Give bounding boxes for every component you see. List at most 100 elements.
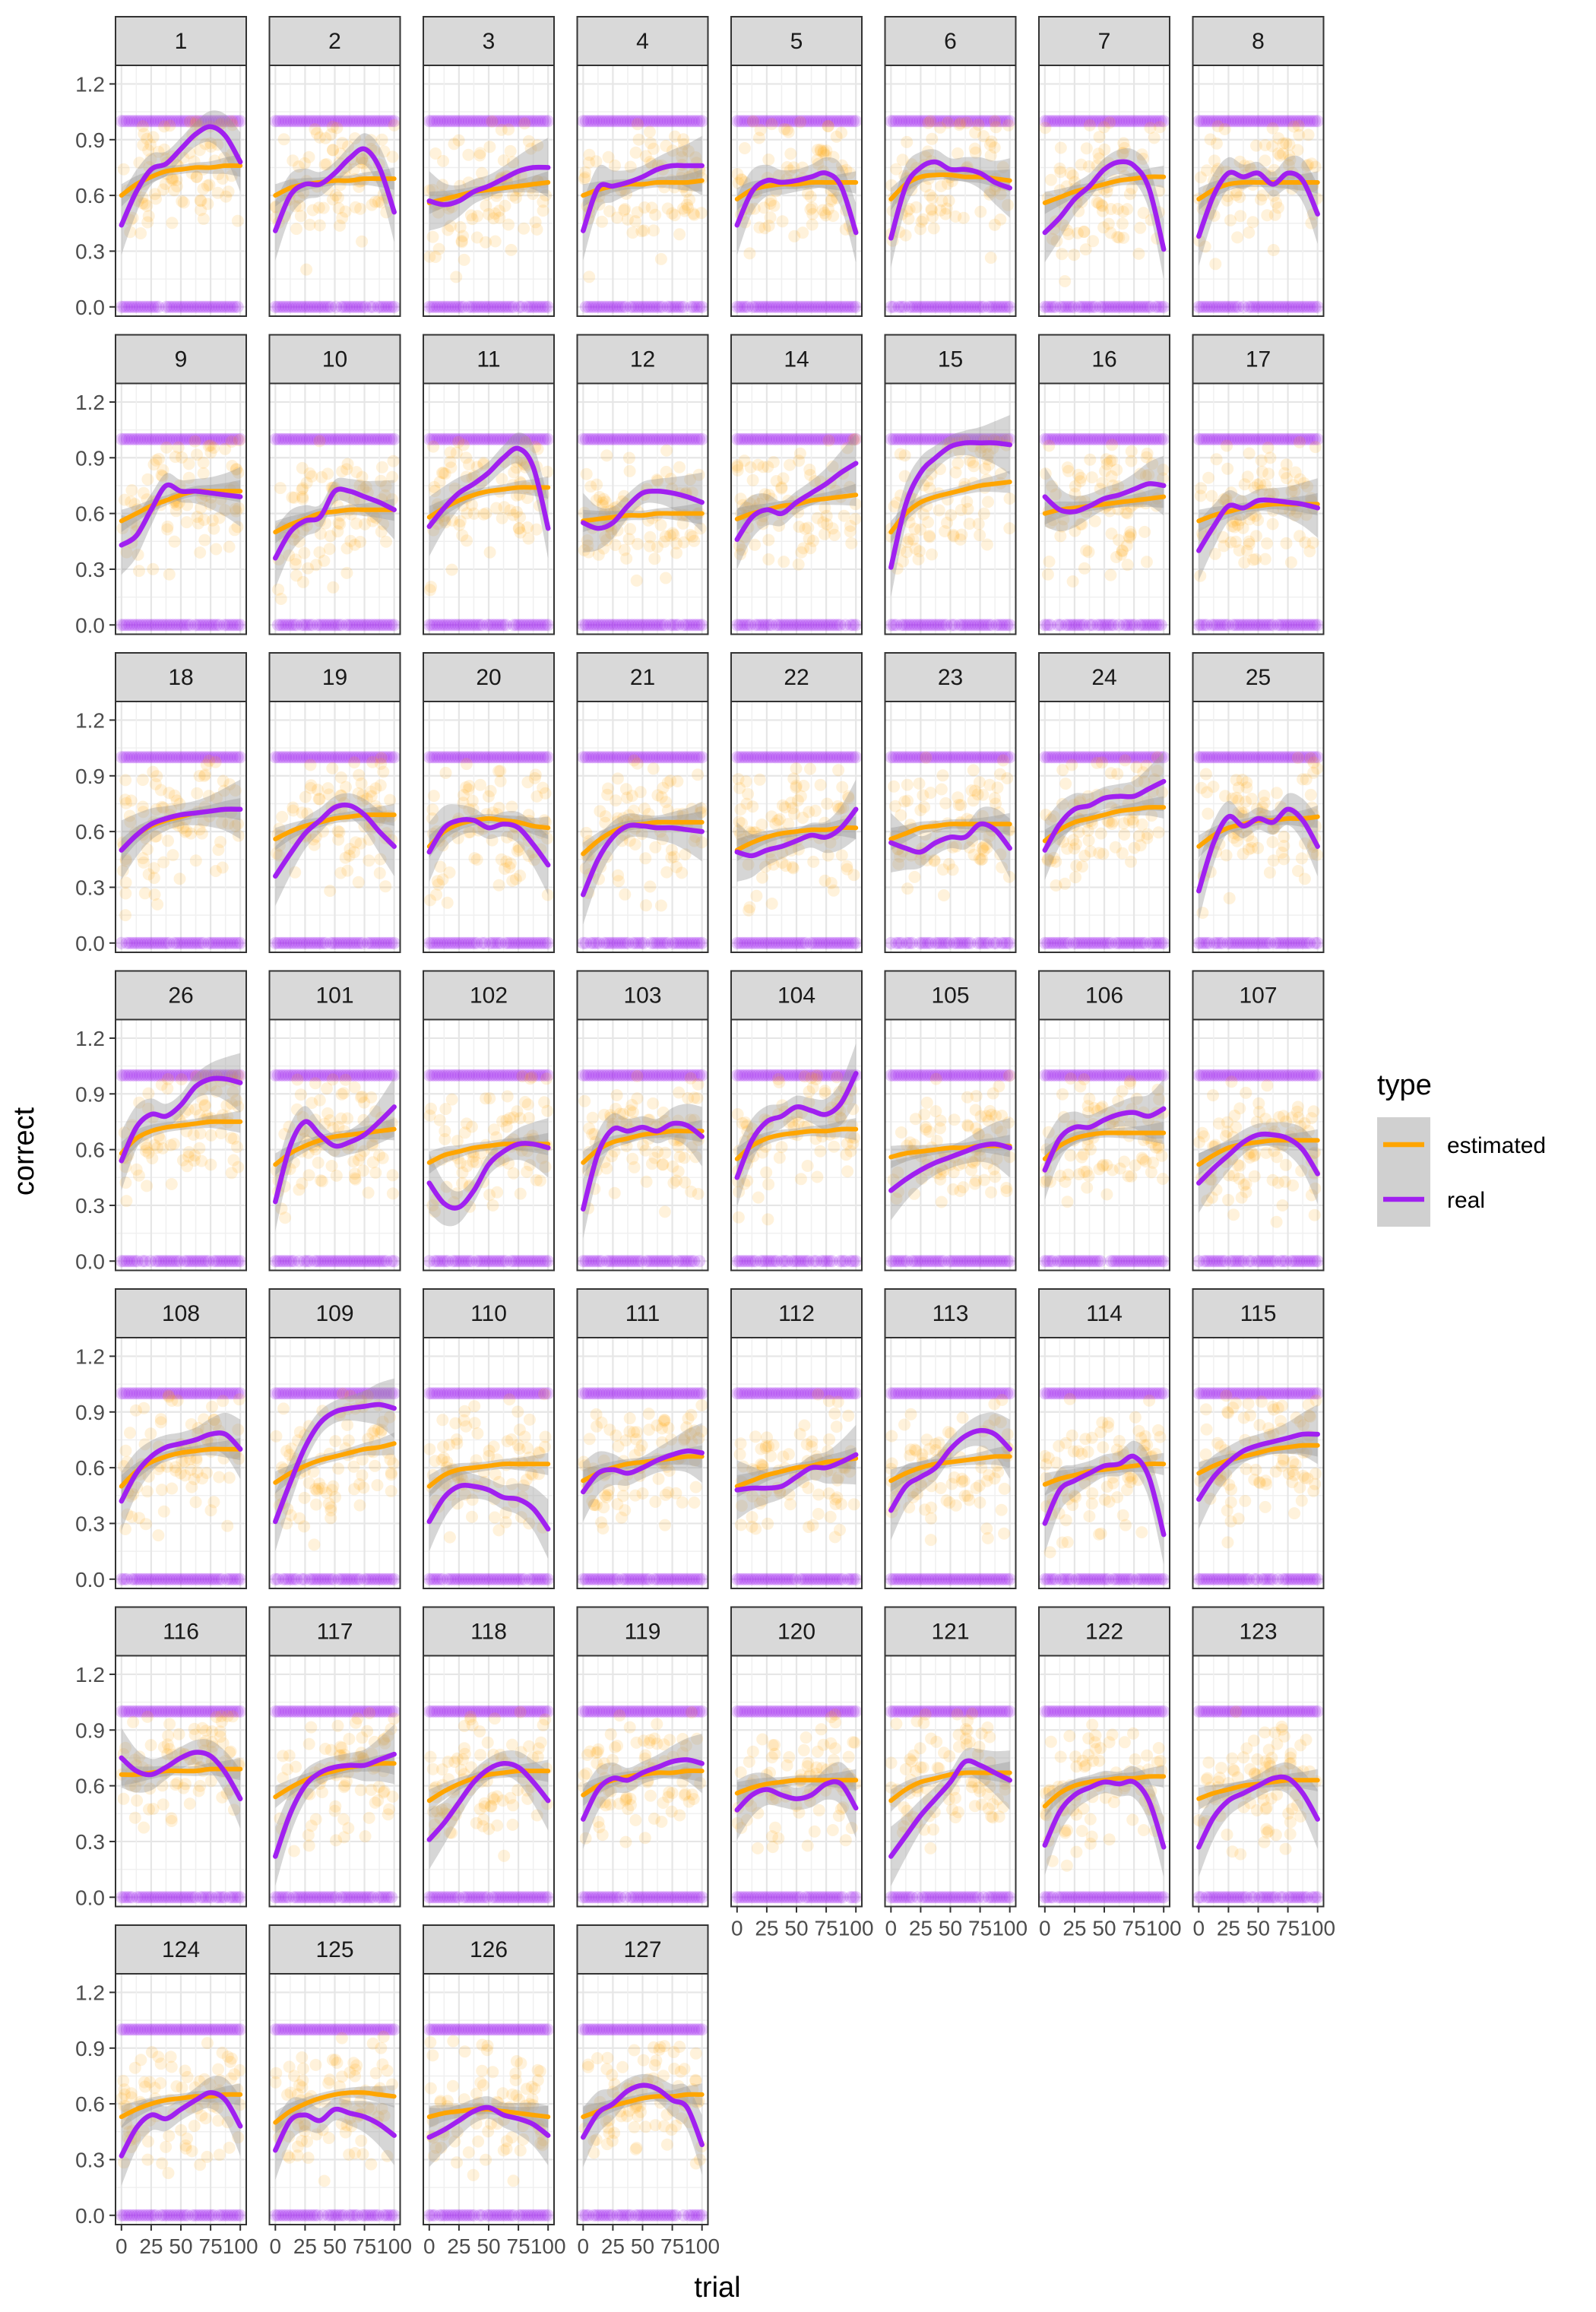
estimated-point <box>529 216 542 229</box>
estimated-point <box>356 153 369 166</box>
estimated-point <box>775 481 788 494</box>
estimated-point <box>339 205 352 218</box>
estimated-point <box>166 172 179 185</box>
estimated-point <box>325 128 337 141</box>
estimated-point <box>427 440 440 453</box>
estimated-point <box>425 581 438 594</box>
estimated-point <box>1109 841 1122 854</box>
estimated-point <box>1258 789 1271 802</box>
real-point <box>340 115 353 128</box>
estimated-point <box>290 223 302 236</box>
estimated-point <box>762 534 775 546</box>
real-point <box>850 619 863 632</box>
real-point <box>369 115 382 128</box>
estimated-point <box>988 218 1001 231</box>
estimated-point <box>197 456 210 469</box>
estimated-point <box>820 509 833 522</box>
estimated-point <box>354 202 367 215</box>
estimated-point <box>190 170 203 183</box>
estimated-point <box>1232 781 1245 794</box>
estimated-point <box>466 213 479 226</box>
estimated-point <box>765 118 778 131</box>
real-point <box>433 300 446 313</box>
estimated-point <box>1099 464 1111 477</box>
real-point <box>377 115 390 128</box>
estimated-point <box>640 899 652 912</box>
estimated-point <box>331 525 344 538</box>
real-point <box>388 619 401 632</box>
facet-panel: 2 <box>268 16 401 317</box>
estimated-point <box>657 781 670 794</box>
estimated-point <box>331 122 344 135</box>
real-point <box>337 300 350 313</box>
estimated-point <box>147 872 160 885</box>
estimated-point <box>692 768 705 781</box>
real-point <box>179 300 192 313</box>
estimated-line <box>273 176 397 198</box>
estimated-point <box>1221 439 1233 452</box>
estimated-point <box>327 581 340 594</box>
estimated-point <box>208 154 221 167</box>
estimated-point <box>1241 470 1254 483</box>
estimated-point <box>935 783 948 796</box>
estimated-point <box>654 252 667 265</box>
estimated-point <box>671 775 684 787</box>
real-point <box>452 300 464 313</box>
real-point <box>220 300 233 313</box>
estimated-point <box>150 770 163 783</box>
real-point <box>1157 300 1170 313</box>
estimated-point <box>429 147 442 160</box>
estimated-point <box>1104 116 1116 129</box>
estimated-point <box>793 447 806 460</box>
real-point <box>282 115 295 128</box>
facet-label: 14 <box>784 347 809 372</box>
estimated-point <box>274 593 287 605</box>
estimated-point <box>822 434 835 447</box>
real-point <box>444 300 457 313</box>
y-tick-label: 0.3 <box>75 876 105 899</box>
estimated-point <box>177 196 190 209</box>
estimated-point <box>1266 518 1279 530</box>
estimated-point <box>841 860 853 873</box>
real-point <box>170 115 183 128</box>
estimated-point <box>306 204 319 217</box>
real-point <box>154 115 167 128</box>
estimated-point <box>541 465 554 478</box>
estimated-point <box>1295 852 1308 865</box>
facet-panel: 8 <box>1192 16 1325 317</box>
estimated-point <box>300 263 313 276</box>
real-point <box>442 300 454 313</box>
real-point <box>125 115 138 128</box>
estimated-point <box>518 222 530 235</box>
real-point <box>428 300 441 313</box>
real-point <box>168 300 181 313</box>
real-point <box>372 300 385 313</box>
estimated-point <box>611 772 624 785</box>
real-point <box>372 115 385 128</box>
real-point <box>290 115 303 128</box>
estimated-point <box>778 122 791 135</box>
estimated-point <box>804 762 816 775</box>
real-point <box>351 115 363 128</box>
y-tick-label: 0.0 <box>75 932 105 955</box>
real-point <box>1157 936 1170 949</box>
estimated-point <box>673 228 686 241</box>
panel-border <box>268 65 401 317</box>
real-point <box>115 115 128 128</box>
estimated-point <box>796 226 809 239</box>
estimated-point <box>369 782 382 795</box>
facet-label: 25 <box>1246 665 1271 690</box>
estimated-point <box>909 542 922 555</box>
estimated-point <box>622 451 635 464</box>
estimated-point <box>509 873 522 885</box>
estimated-point <box>354 536 366 548</box>
real-point <box>359 115 372 128</box>
real-point <box>181 115 194 128</box>
real-point <box>348 300 361 313</box>
real-point <box>280 115 293 128</box>
real-point <box>189 300 202 313</box>
estimated-point <box>942 116 954 129</box>
estimated-point <box>293 199 306 212</box>
real-point <box>131 300 144 313</box>
real-point <box>184 300 197 313</box>
